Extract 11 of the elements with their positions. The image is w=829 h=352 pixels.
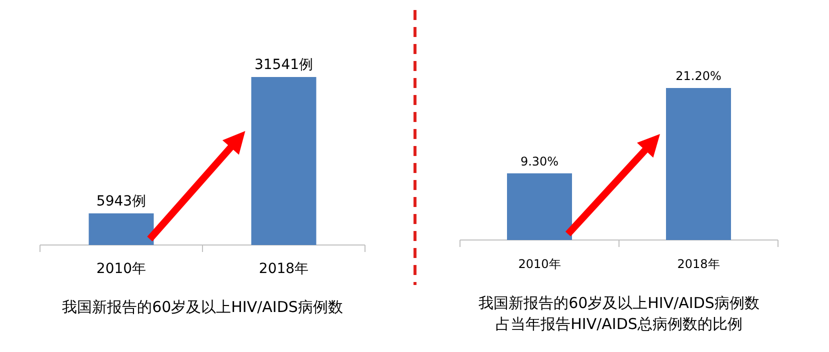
x-tick-label: 2010年: [96, 261, 146, 277]
data-label: 21.20%: [676, 69, 722, 83]
text: 我国新报告的60岁及以上HIV/AIDS病例数: [478, 294, 760, 312]
x-tick-label: 2018年: [258, 261, 309, 277]
x-tick-label: 2018年: [677, 257, 720, 271]
x-tick-label: 2010年: [518, 257, 561, 271]
data-label: 9.30%: [520, 154, 559, 168]
text: 占当年报告HIV/AIDS总病例数的比例: [496, 315, 742, 333]
text: 我国新报告的60岁及以上HIV/AIDS病例数: [62, 298, 343, 316]
data-label: 31541例: [254, 57, 314, 73]
data-label: 5943例: [96, 193, 146, 210]
